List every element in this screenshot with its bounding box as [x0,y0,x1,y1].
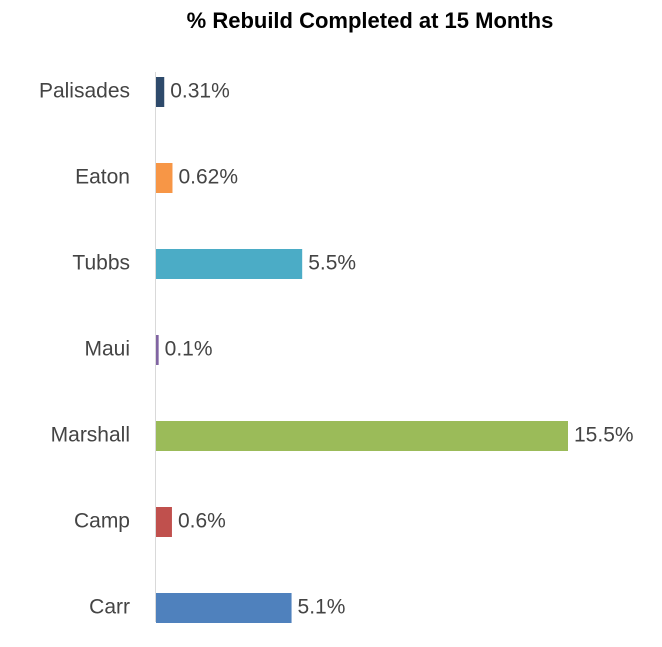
data-label: 0.6% [178,510,226,533]
category-label: Camp [74,510,130,533]
category-label: Carr [89,596,130,619]
category-label: Maui [84,338,130,361]
bar [156,163,173,193]
category-label: Marshall [51,424,130,447]
chart-title: % Rebuild Completed at 15 Months [187,8,554,33]
bar [156,507,172,537]
data-label: 0.31% [170,80,230,103]
bar [156,77,165,107]
bar [156,593,292,623]
bar [156,421,568,451]
data-label: 5.5% [308,252,356,275]
category-label: Eaton [75,166,130,189]
category-label: Palisades [39,80,130,103]
data-label: 15.5% [574,424,634,447]
data-label: 0.1% [165,338,213,361]
category-label: Tubbs [72,252,130,275]
data-label: 0.62% [178,166,238,189]
bar [156,335,159,365]
bar [156,249,303,279]
data-label: 5.1% [298,596,346,619]
